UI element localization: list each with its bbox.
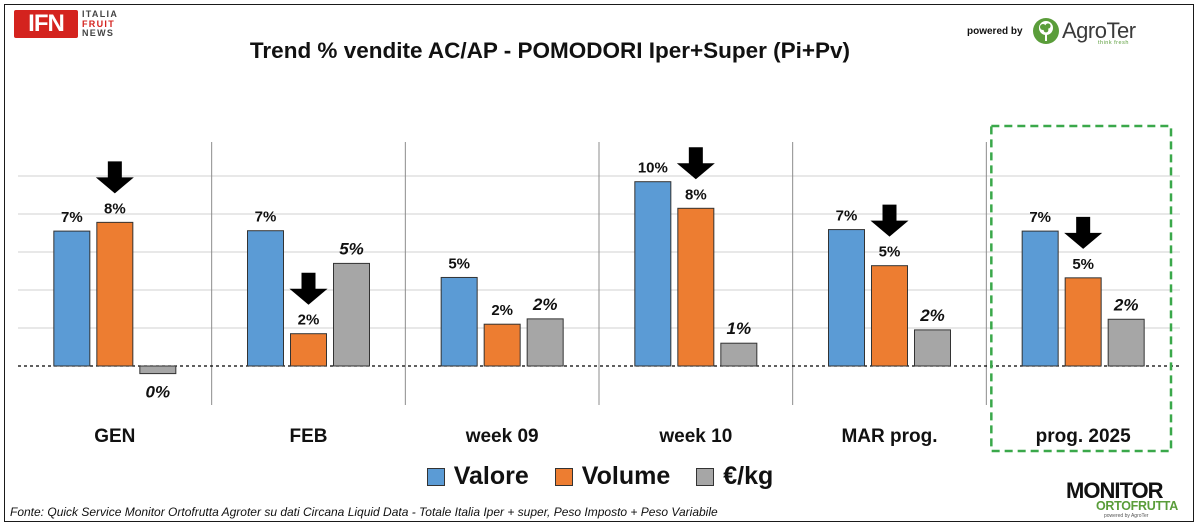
legend-swatch-price: [696, 467, 715, 486]
agroter-tagline: think fresh: [1098, 40, 1129, 46]
category-label: week 09: [465, 426, 539, 447]
legend-label-price: €/kg: [723, 462, 774, 490]
ifn-logo[interactable]: IFN ITALIA FRUIT NEWS: [14, 9, 126, 40]
data-label: 5%: [339, 239, 364, 258]
monitor-logo-bottom: ORTOFRUTTA: [1096, 499, 1178, 513]
ifn-word-1: ITALIA: [82, 9, 119, 19]
chart-legend: Valore Volume €/kg: [0, 462, 1200, 491]
data-label: 5%: [448, 255, 470, 272]
data-label: 7%: [61, 209, 83, 226]
data-label: 7%: [255, 209, 277, 226]
bar-kg: [526, 318, 564, 367]
powered-by-label: powered by: [967, 26, 1023, 37]
legend-item-volume: Volume: [554, 462, 671, 491]
category-label: GEN: [94, 426, 135, 447]
bar-volume: [483, 323, 521, 367]
down-arrow-icon: [676, 147, 715, 180]
data-label: 1%: [727, 319, 752, 338]
legend-swatch-volume: [554, 467, 573, 486]
ifn-logo-mark: IFN: [14, 10, 78, 38]
bar-volume: [96, 221, 134, 367]
category-label: prog. 2025: [1036, 426, 1131, 447]
bar-valore: [634, 181, 672, 367]
data-label: 7%: [836, 208, 858, 225]
highlight-box: [990, 124, 1173, 453]
data-label: 10%: [638, 160, 668, 177]
category-label: week 10: [658, 426, 732, 447]
bar-kg: [139, 365, 177, 375]
bar-valore: [1021, 230, 1059, 367]
data-label: 8%: [685, 186, 707, 203]
legend-item-price: €/kg: [696, 462, 773, 491]
bar-volume: [1064, 277, 1102, 367]
category-label: MAR prog.: [841, 426, 937, 447]
legend-swatch-valore: [426, 467, 445, 486]
chart-title: Trend % vendite AC/AP - POMODORI Iper+Su…: [249, 38, 851, 63]
bar-valore: [440, 276, 478, 367]
monitor-logo-small: powered by AgroTer: [1104, 513, 1149, 519]
data-label: 0%: [146, 383, 171, 402]
agroter-tree-icon: [1033, 18, 1059, 44]
ifn-word-3: NEWS: [82, 28, 115, 38]
legend-label-volume: Volume: [581, 462, 671, 490]
data-label: 2%: [919, 306, 945, 325]
bar-volume: [871, 265, 908, 367]
bar-kg: [333, 262, 370, 367]
down-arrow-icon: [1064, 216, 1103, 249]
down-arrow-icon: [289, 272, 328, 305]
agroter-brand-name: AgroTer: [1062, 18, 1136, 43]
data-label: 2%: [491, 302, 513, 319]
data-label: 2%: [298, 312, 320, 329]
bar-volume: [677, 207, 715, 367]
data-label: 5%: [879, 244, 901, 261]
legend-label-valore: Valore: [453, 462, 529, 490]
category-label: FEB: [290, 426, 328, 447]
bar-volume: [290, 333, 327, 367]
bar-valore: [247, 230, 284, 367]
down-arrow-icon: [870, 204, 909, 237]
legend-item-valore: Valore: [426, 462, 529, 491]
bar-valore: [53, 230, 91, 367]
down-arrow-icon: [95, 161, 134, 194]
data-label: 7%: [1029, 209, 1051, 226]
ifn-word-2: FRUIT: [82, 18, 115, 29]
ifn-logo-words: ITALIA FRUIT NEWS: [82, 9, 119, 39]
source-footnote: Fonte: Quick Service Monitor Ortofrutta …: [10, 505, 718, 519]
data-label: 8%: [104, 200, 126, 217]
monitor-ortofrutta-logo[interactable]: MONITOR ORTOFRUTTA powered by AgroTer: [1066, 480, 1190, 520]
bar-kg: [914, 329, 951, 367]
bar-kg: [720, 342, 758, 367]
data-label: 2%: [532, 295, 558, 314]
chart-frame: [4, 4, 1194, 522]
monitor-logo-top: MONITOR: [1066, 478, 1163, 503]
bar-valore: [828, 229, 865, 367]
data-label: 2%: [1113, 295, 1139, 314]
bar-kg: [1107, 318, 1145, 367]
data-label: 5%: [1072, 256, 1094, 273]
